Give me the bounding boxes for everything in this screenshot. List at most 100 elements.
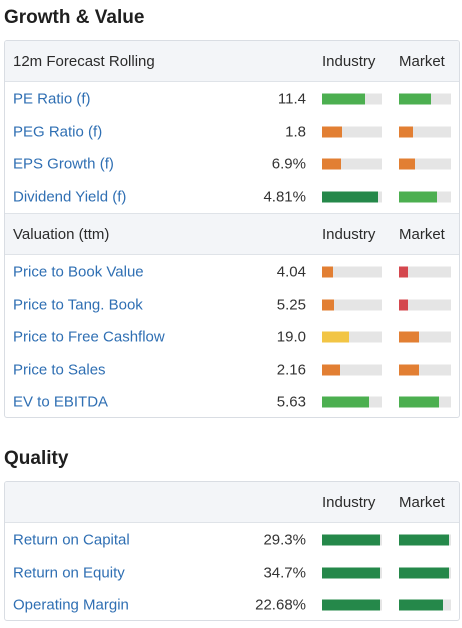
industry-bar (322, 191, 382, 203)
market-bar-fill (399, 534, 449, 546)
industry-bar-fill (322, 364, 340, 376)
market-bar (399, 567, 451, 579)
metric-value: 1.8 (285, 123, 306, 141)
industry-column-header: Industry (322, 225, 376, 243)
metric-row: Price to Book Value 4.04 (5, 256, 459, 289)
market-column-header: Market (399, 225, 445, 243)
metric-row: Return on Equity 34.7% (5, 557, 459, 590)
market-bar (399, 191, 451, 203)
market-bar-fill (399, 266, 408, 278)
market-bar (399, 158, 451, 170)
industry-bar (322, 534, 382, 546)
industry-column-header: Industry (322, 52, 376, 70)
market-bar-fill (399, 126, 414, 138)
metric-row: Price to Free Cashflow 19.0 (5, 321, 459, 354)
industry-bar-fill (322, 191, 378, 203)
valuation-header: Valuation (ttm) Industry Market (5, 213, 459, 255)
market-column-header: Market (399, 52, 445, 70)
metric-value: 34.7% (263, 564, 306, 582)
metric-label-link[interactable]: Price to Sales (13, 361, 106, 379)
quality-panel: Industry Market Return on Capital 29.3% Re… (4, 481, 460, 621)
metric-row: EPS Growth (f) 6.9% (5, 148, 459, 181)
valuation-header-label: Valuation (ttm) (13, 225, 110, 243)
market-bar-fill (399, 599, 444, 611)
industry-bar (322, 396, 382, 408)
market-bar-fill (399, 93, 432, 105)
metric-row: Price to Sales 2.16 (5, 354, 459, 387)
quality-rows: Return on Capital 29.3% Return on Equity 34… (5, 524, 459, 620)
growth-value-panel: 12m Forecast Rolling Industry Market PE … (4, 40, 460, 418)
industry-bar-fill (322, 299, 334, 311)
metric-value: 4.81% (263, 188, 306, 206)
quality-header: Industry Market (5, 482, 459, 523)
metric-label-link[interactable]: PE Ratio (f) (13, 90, 91, 108)
metric-label-link[interactable]: Price to Tang. Book (13, 296, 143, 314)
market-bar-fill (399, 158, 416, 170)
metric-row: EV to EBITDA 5.63 (5, 386, 459, 417)
metric-value: 6.9% (271, 155, 306, 173)
metric-row: Price to Tang. Book 5.25 (5, 289, 459, 322)
metric-label-link[interactable]: Return on Capital (13, 531, 130, 549)
metric-row: Return on Capital 29.3% (5, 524, 459, 557)
metric-row: Dividend Yield (f) 4.81% (5, 181, 459, 214)
market-bar (399, 396, 451, 408)
industry-bar-fill (322, 93, 366, 105)
industry-bar (322, 331, 382, 343)
market-bar-fill (399, 364, 419, 376)
metric-label-link[interactable]: Price to Free Cashflow (13, 328, 165, 346)
industry-bar (322, 266, 382, 278)
market-bar (399, 93, 451, 105)
forecast-rows: PE Ratio (f) 11.4 PEG Ratio (f) 1.8 EPS Grow… (5, 83, 459, 213)
industry-bar-fill (322, 266, 333, 278)
metric-row: Operating Margin 22.68% (5, 589, 459, 620)
market-column-header: Market (399, 493, 445, 511)
market-bar-fill (399, 299, 408, 311)
industry-bar-fill (322, 534, 381, 546)
industry-bar-fill (322, 126, 342, 138)
metric-value: 5.63 (276, 393, 306, 411)
forecast-header-label: 12m Forecast Rolling (13, 52, 155, 70)
market-bar (399, 126, 451, 138)
metric-value: 5.25 (276, 296, 306, 314)
metric-value: 4.04 (276, 263, 306, 281)
industry-bar-fill (322, 158, 341, 170)
metric-label-link[interactable]: EV to EBITDA (13, 393, 109, 411)
metric-row: PE Ratio (f) 11.4 (5, 83, 459, 116)
forecast-header: 12m Forecast Rolling Industry Market (5, 41, 459, 82)
growth-value-title: Growth & Value (4, 7, 145, 28)
metric-value: 2.16 (276, 361, 306, 379)
metric-value: 11.4 (277, 90, 306, 108)
industry-bar (322, 599, 382, 611)
industry-column-header: Industry (322, 493, 376, 511)
industry-bar (322, 93, 382, 105)
market-bar (399, 534, 451, 546)
quality-title: Quality (4, 448, 69, 469)
market-bar-fill (399, 567, 449, 579)
valuation-rows: Price to Book Value 4.04 Price to Tang. Bo… (5, 256, 459, 417)
industry-bar (322, 126, 382, 138)
metric-label-link[interactable]: PEG Ratio (f) (13, 123, 103, 141)
metric-label-link[interactable]: Operating Margin (13, 596, 129, 614)
industry-bar (322, 299, 382, 311)
metric-label-link[interactable]: Return on Equity (13, 564, 125, 582)
industry-bar-fill (322, 331, 349, 343)
industry-bar (322, 567, 382, 579)
metric-label-link[interactable]: Dividend Yield (f) (13, 188, 127, 206)
market-bar (399, 364, 451, 376)
metric-value: 22.68% (255, 596, 306, 614)
metric-label-link[interactable]: EPS Growth (f) (13, 155, 114, 173)
market-bar (399, 331, 451, 343)
market-bar (399, 599, 451, 611)
industry-bar (322, 158, 382, 170)
market-bar-fill (399, 396, 440, 408)
market-bar-fill (399, 191, 438, 203)
market-bar-fill (399, 331, 419, 343)
industry-bar-fill (322, 396, 369, 408)
industry-bar-fill (322, 567, 381, 579)
metric-value: 19.0 (276, 328, 306, 346)
industry-bar-fill (322, 599, 381, 611)
industry-bar (322, 364, 382, 376)
metric-label-link[interactable]: Price to Book Value (13, 263, 144, 281)
market-bar (399, 266, 451, 278)
metric-row: PEG Ratio (f) 1.8 (5, 116, 459, 149)
